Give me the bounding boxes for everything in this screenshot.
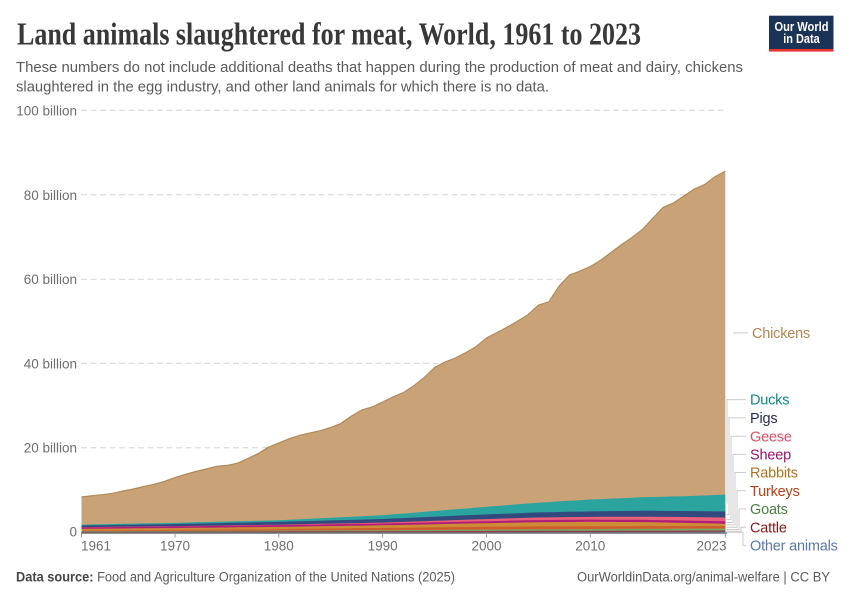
svg-text:Goats: Goats — [750, 502, 788, 518]
svg-text:2000: 2000 — [471, 539, 501, 554]
svg-text:60 billion: 60 billion — [24, 272, 77, 287]
svg-text:Other animals: Other animals — [750, 538, 838, 554]
svg-text:80 billion: 80 billion — [24, 188, 77, 203]
svg-text:These numbers do not include a: These numbers do not include additional … — [16, 60, 743, 76]
svg-text:1970: 1970 — [160, 539, 190, 554]
svg-text:100 billion: 100 billion — [16, 103, 77, 118]
svg-text:2023: 2023 — [696, 539, 726, 554]
svg-text:40 billion: 40 billion — [24, 356, 77, 371]
svg-text:slaughtered in the egg industr: slaughtered in the egg industry, and oth… — [16, 80, 549, 96]
svg-text:Geese: Geese — [750, 429, 792, 445]
svg-text:20 billion: 20 billion — [24, 441, 77, 456]
svg-text:2010: 2010 — [575, 539, 605, 554]
svg-text:Data source: Food and Agricult: Data source: Food and Agriculture Organi… — [16, 570, 455, 585]
svg-text:1990: 1990 — [368, 539, 398, 554]
svg-text:Rabbits: Rabbits — [750, 466, 798, 482]
svg-text:Land animals slaughtered for m: Land animals slaughtered for meat, World… — [17, 16, 641, 52]
svg-text:1980: 1980 — [264, 539, 294, 554]
svg-text:Our World: Our World — [775, 20, 829, 34]
svg-text:Cattle: Cattle — [750, 520, 787, 536]
svg-text:Chickens: Chickens — [752, 326, 810, 342]
svg-text:Ducks: Ducks — [750, 393, 789, 409]
svg-text:0: 0 — [69, 525, 77, 540]
svg-text:Pigs: Pigs — [750, 411, 777, 427]
svg-text:OurWorldinData.org/animal-welf: OurWorldinData.org/animal-welfare | CC B… — [577, 570, 830, 585]
svg-text:1961: 1961 — [81, 539, 111, 554]
svg-text:Turkeys: Turkeys — [750, 484, 800, 500]
svg-text:Sheep: Sheep — [750, 447, 791, 463]
svg-text:in Data: in Data — [783, 32, 820, 46]
